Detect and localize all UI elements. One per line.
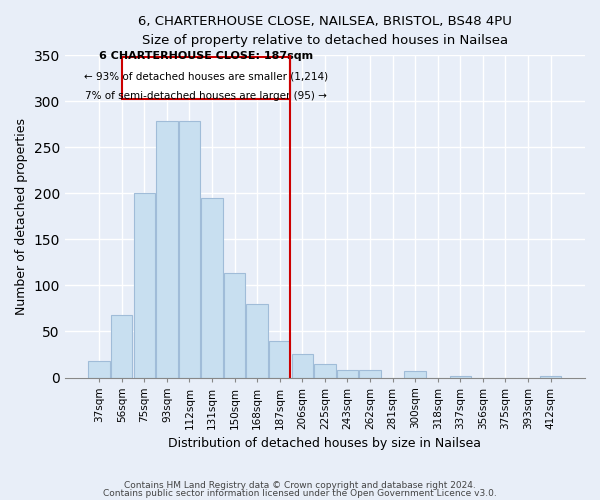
Bar [111,315,133,378]
Text: 6 CHARTERHOUSE CLOSE: 187sqm: 6 CHARTERHOUSE CLOSE: 187sqm [99,51,313,61]
Bar [202,198,223,378]
FancyBboxPatch shape [122,57,290,100]
Bar [292,354,313,378]
Bar [247,304,268,378]
Bar [224,274,245,378]
Text: Contains HM Land Registry data © Crown copyright and database right 2024.: Contains HM Land Registry data © Crown c… [124,481,476,490]
Bar [449,376,471,378]
Bar [314,364,335,378]
Bar [179,122,200,378]
Text: ← 93% of detached houses are smaller (1,214): ← 93% of detached houses are smaller (1,… [84,72,328,82]
Bar [156,122,178,378]
Y-axis label: Number of detached properties: Number of detached properties [15,118,28,315]
Bar [269,340,290,378]
Bar [337,370,358,378]
Title: 6, CHARTERHOUSE CLOSE, NAILSEA, BRISTOL, BS48 4PU
Size of property relative to d: 6, CHARTERHOUSE CLOSE, NAILSEA, BRISTOL,… [138,15,512,47]
X-axis label: Distribution of detached houses by size in Nailsea: Distribution of detached houses by size … [169,437,481,450]
Bar [88,361,110,378]
Bar [134,194,155,378]
Bar [540,376,562,378]
Bar [359,370,381,378]
Text: 7% of semi-detached houses are larger (95) →: 7% of semi-detached houses are larger (9… [85,91,327,101]
Text: Contains public sector information licensed under the Open Government Licence v3: Contains public sector information licen… [103,488,497,498]
Bar [404,371,426,378]
